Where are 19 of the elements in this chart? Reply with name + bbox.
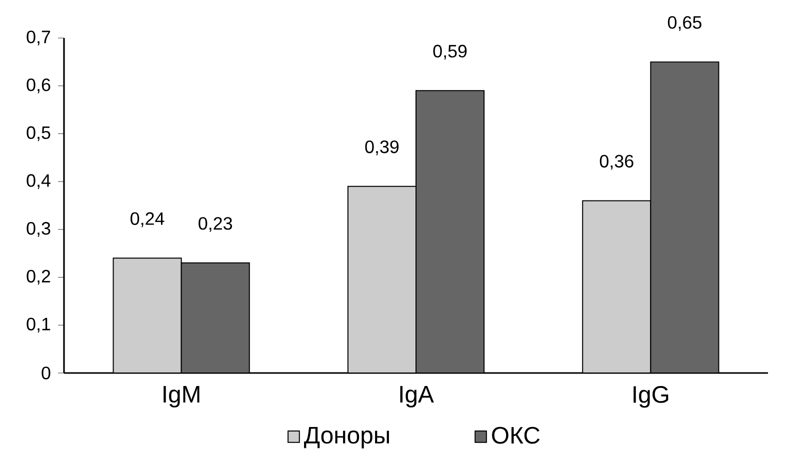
legend-label: ОКС [492, 426, 540, 444]
x-tick-label: IgG [634, 386, 668, 408]
data-label: 0,23 [198, 217, 232, 232]
y-tick-label: 0,1 [26, 318, 50, 333]
x-tick-label: IgA [400, 386, 434, 408]
data-label: 0,59 [433, 44, 467, 60]
data-label: 0,65 [668, 16, 702, 31]
y-tick-label: 0,6 [26, 78, 50, 94]
x-tick-label: IgM [164, 386, 200, 408]
y-tick-label: 0,2 [26, 270, 50, 285]
y-tick-label: 0,4 [26, 174, 50, 189]
data-label: 0,39 [365, 140, 399, 156]
data-label: 0,36 [600, 154, 634, 170]
legend-label: Доноры [304, 426, 389, 448]
y-tick-label: 0,7 [26, 30, 50, 46]
y-tick-label: 0,3 [26, 222, 50, 237]
y-tick-label: 0,5 [26, 126, 50, 142]
data-label: 0,24 [130, 212, 164, 228]
y-tick-label: 0 [42, 366, 50, 380]
